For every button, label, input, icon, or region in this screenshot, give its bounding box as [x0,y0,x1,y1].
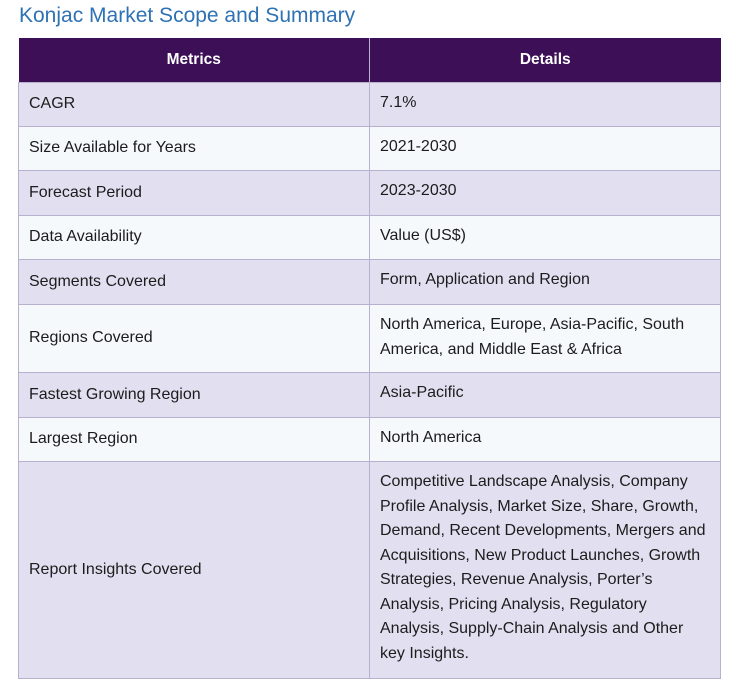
detail-cell: 7.1% [369,82,721,127]
detail-cell: North America, Europe, Asia-Pacific, Sou… [369,304,721,373]
metric-cell: Size Available for Years [18,126,370,171]
table-row: Segments Covered Form, Application and R… [18,259,721,305]
detail-cell: 2021-2030 [369,126,721,171]
detail-cell: North America [369,417,721,462]
metric-cell: Segments Covered [18,259,370,305]
table-row: Largest Region North America [18,417,721,462]
metric-cell: Regions Covered [18,304,370,373]
detail-cell: Form, Application and Region [369,259,721,305]
header-metrics: Metrics [18,38,370,83]
detail-cell: Asia-Pacific [369,372,721,418]
detail-cell: 2023-2030 [369,170,721,216]
table-row: Regions Covered North America, Europe, A… [18,304,721,373]
table-row: CAGR 7.1% [18,82,721,127]
metric-cell: Fastest Growing Region [18,372,370,418]
detail-cell: Value (US$) [369,215,721,260]
table-row: Report Insights Covered Competitive Land… [18,461,721,679]
metric-cell: Data Availability [18,215,370,260]
table-header-row: Metrics Details [18,38,721,83]
table-row: Fastest Growing Region Asia-Pacific [18,372,721,418]
metric-cell: Forecast Period [18,170,370,216]
scope-summary-table: Metrics Details CAGR 7.1% Size Available… [18,38,721,679]
table-row: Size Available for Years 2021-2030 [18,126,721,171]
header-details: Details [369,38,721,83]
metric-cell: Largest Region [18,417,370,462]
table-row: Data Availability Value (US$) [18,215,721,260]
detail-cell: Competitive Landscape Analysis, Company … [369,461,721,679]
page-title: Konjac Market Scope and Summary [19,4,356,27]
metric-cell: CAGR [18,82,370,127]
metric-cell: Report Insights Covered [18,461,370,679]
table-row: Forecast Period 2023-2030 [18,170,721,216]
